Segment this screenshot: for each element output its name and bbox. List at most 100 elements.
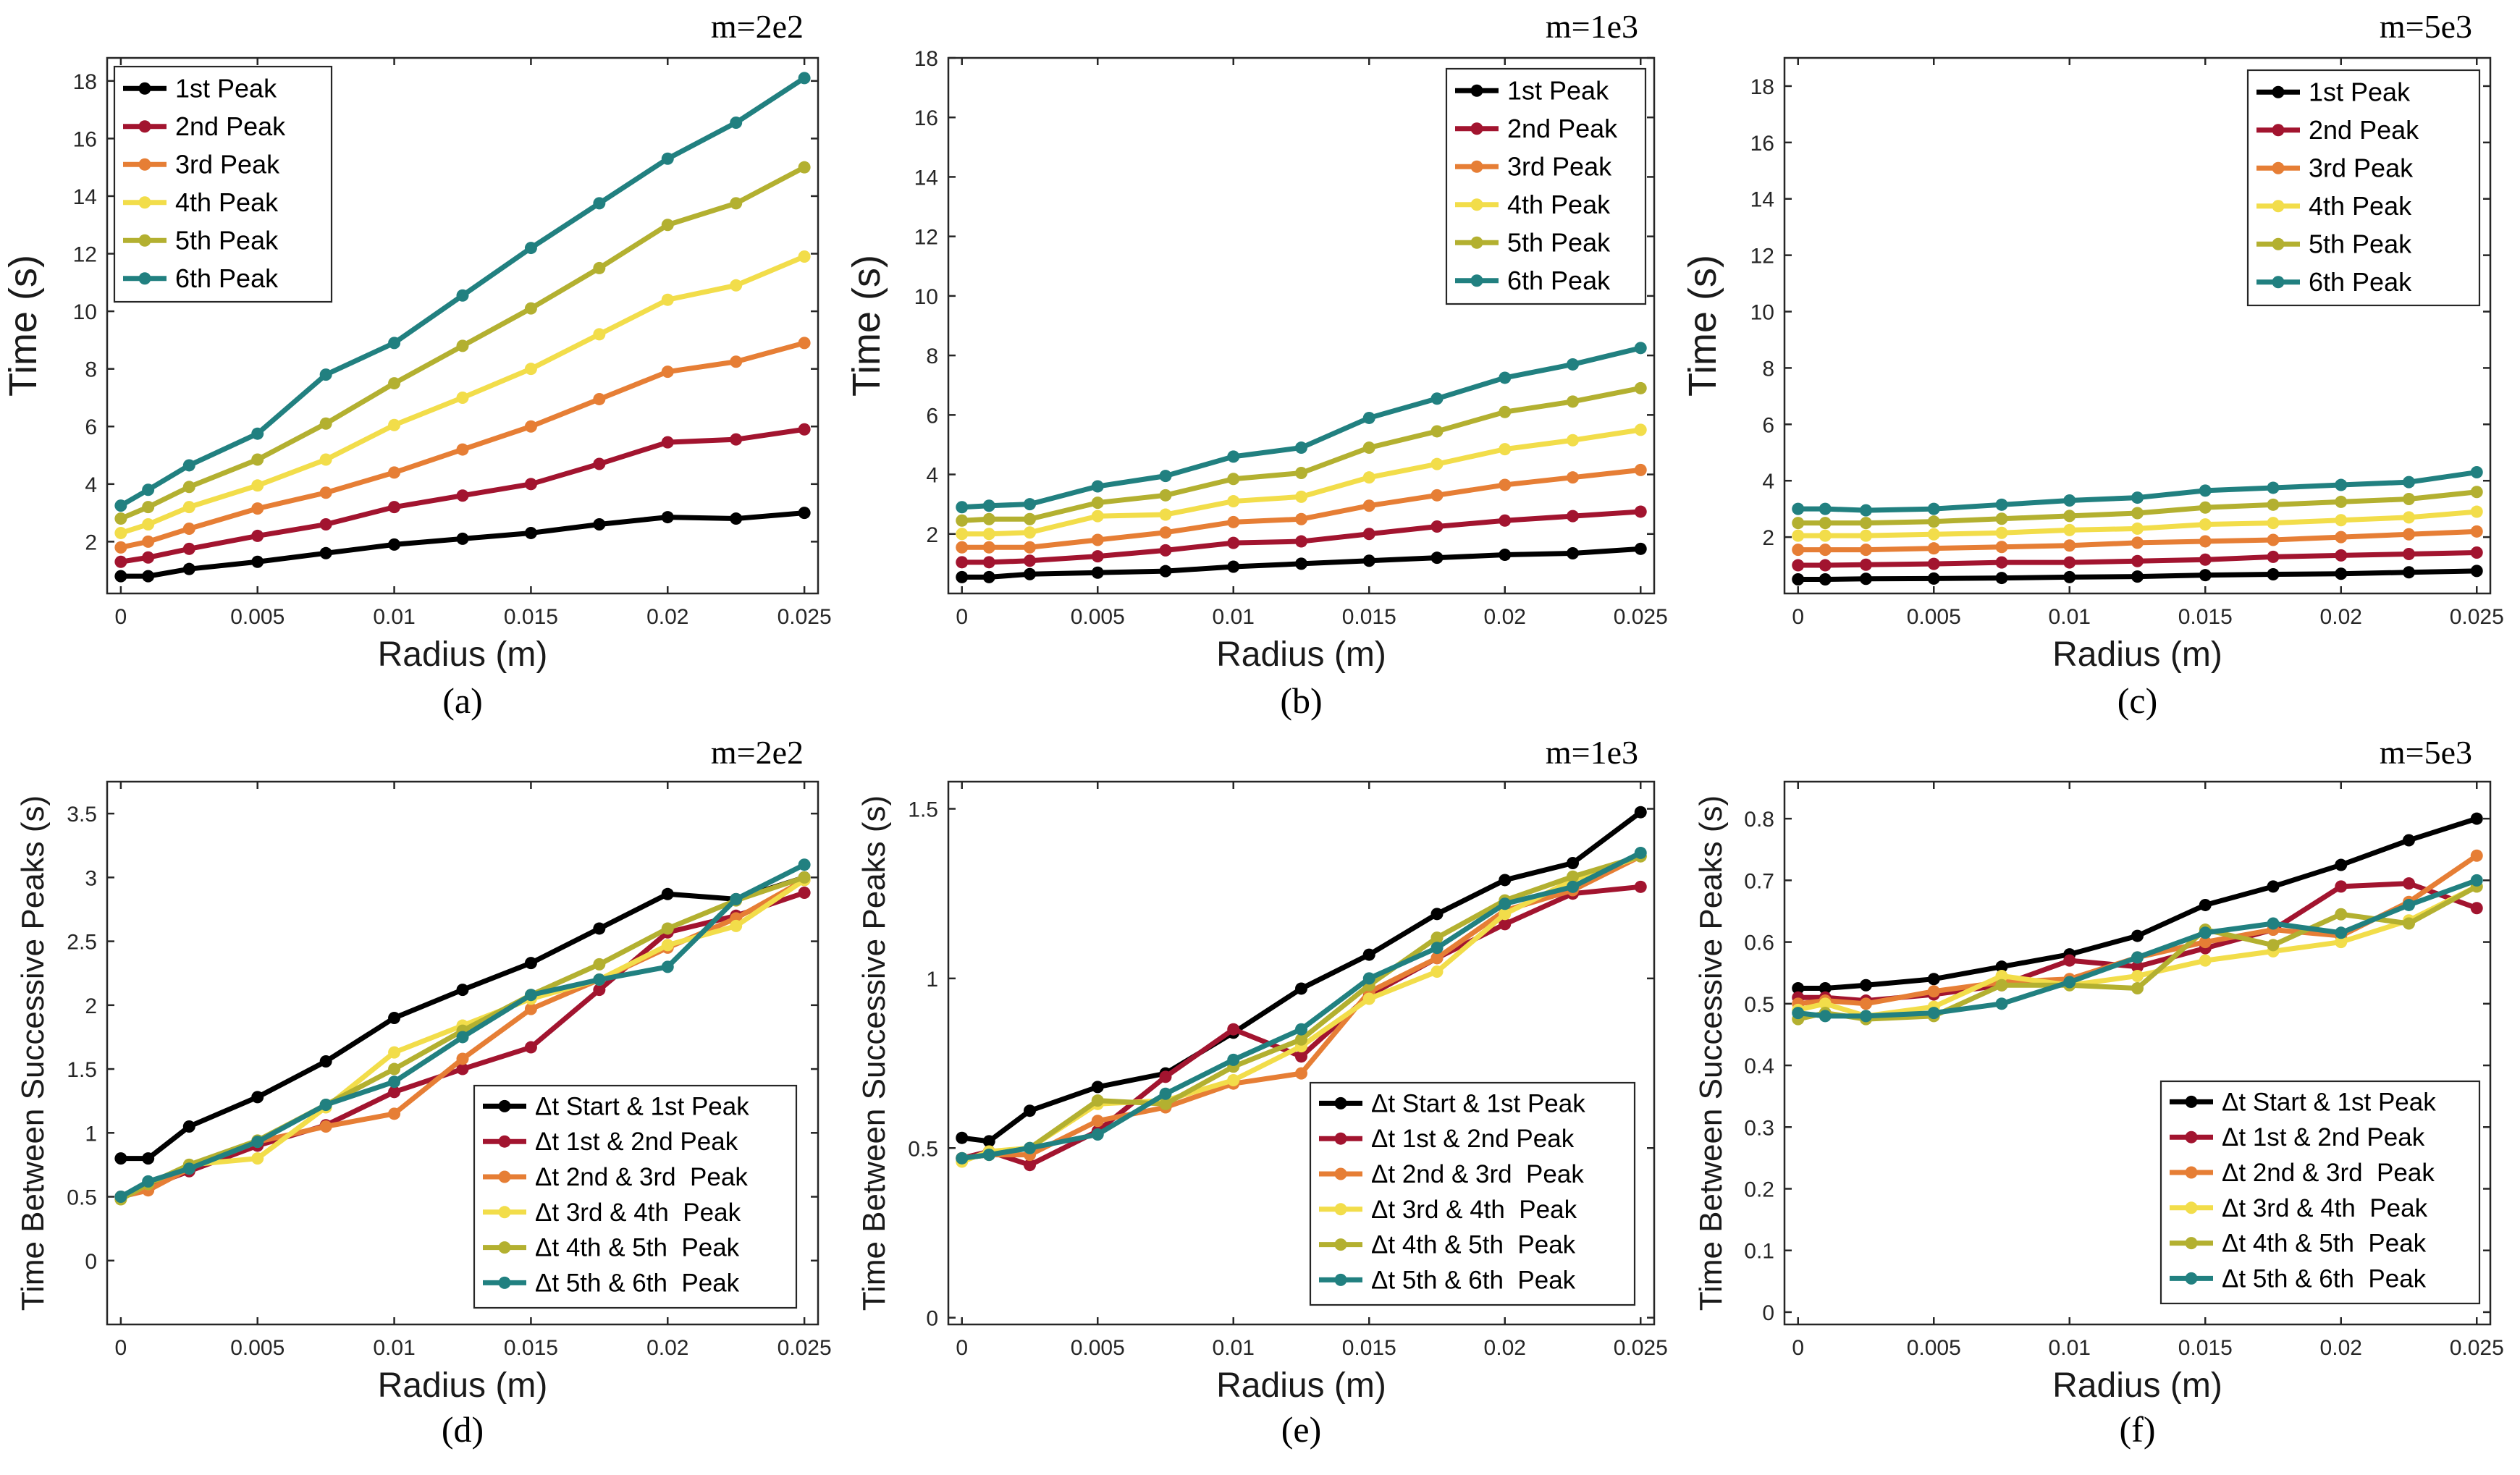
data-point — [956, 528, 969, 541]
data-point — [1634, 463, 1647, 476]
data-point — [388, 1046, 401, 1059]
data-point — [1927, 557, 1940, 570]
data-point — [1159, 1087, 1172, 1100]
series-line — [119, 254, 806, 536]
data-point — [114, 555, 127, 568]
data-point — [1792, 502, 1805, 515]
data-point — [251, 1152, 264, 1165]
legend-entry-label: Δt 5th & 6th Peak — [2222, 1264, 2427, 1293]
data-point — [1227, 515, 1240, 528]
legend-swatch-marker — [2272, 161, 2285, 174]
data-point — [2267, 939, 2280, 952]
data-point — [2403, 566, 2415, 579]
data-point — [593, 518, 606, 531]
data-point — [319, 546, 332, 559]
data-point — [982, 570, 995, 583]
series-line — [961, 850, 1642, 1161]
x-tick-label: 0.025 — [778, 605, 832, 629]
series-6 — [114, 72, 811, 512]
data-point — [142, 535, 155, 548]
data-point — [1860, 504, 1872, 517]
data-point — [2063, 523, 2076, 536]
y-tick-label: 0.2 — [1744, 1178, 1774, 1202]
data-point — [1362, 554, 1375, 567]
data-point — [661, 436, 674, 449]
legend: 1st Peak 2nd Peak 3rd Peak 4th Peak 5th Peak… — [113, 65, 333, 303]
data-point — [2470, 546, 2483, 559]
legend-swatch-marker — [2272, 276, 2285, 289]
data-point — [1819, 1010, 1832, 1023]
data-point — [2470, 486, 2483, 499]
data-point — [1295, 535, 1307, 548]
data-point — [2131, 951, 2144, 964]
data-point — [319, 368, 332, 381]
data-point — [1927, 515, 1940, 528]
data-point — [142, 501, 155, 514]
data-point — [388, 1086, 401, 1099]
data-point — [2403, 898, 2415, 911]
series-line — [119, 862, 806, 1199]
legend-entry-label: 6th Peak — [175, 263, 279, 293]
data-point — [1091, 496, 1104, 510]
data-point — [524, 989, 537, 1002]
data-point — [456, 443, 469, 456]
legend-entry-label: 1st Peak — [2309, 77, 2411, 106]
legend-swatch-marker — [138, 272, 151, 285]
data-point — [956, 501, 969, 514]
legend-swatch-marker — [498, 1099, 511, 1112]
data-point — [251, 529, 264, 542]
data-point — [1819, 559, 1832, 572]
data-point — [2267, 533, 2280, 546]
data-point — [1091, 1094, 1104, 1107]
data-point — [114, 1191, 127, 1204]
y-tick-label: 2 — [85, 531, 97, 554]
chart-panel-6: 0 0.005 0.01 0.015 0.02 0.025 0 0.1 0.2 0.3 0.4 0.5… — [1693, 734, 2504, 1450]
legend-entry-label: Δt 3rd & 4th Peak — [2222, 1194, 2428, 1222]
legend-entry-label: 1st Peak — [175, 73, 277, 103]
data-point — [2063, 494, 2076, 507]
data-point — [182, 459, 195, 472]
data-point — [1499, 549, 1512, 562]
y-tick-label: 0.5 — [908, 1137, 938, 1161]
x-tick-label: 0.02 — [2320, 1336, 2362, 1360]
data-point — [1819, 982, 1832, 995]
series-line — [961, 509, 1641, 565]
data-point — [1295, 982, 1307, 995]
chart-panel-1: 0 0.005 0.01 0.015 0.02 0.025 2 4 6 8 10 12 14 16 18 Ra… — [1, 8, 832, 721]
data-point — [1430, 520, 1444, 533]
legend-swatch-marker — [1334, 1273, 1347, 1286]
series-6 — [1792, 466, 2483, 517]
data-point — [388, 418, 401, 431]
data-point — [2335, 567, 2348, 580]
x-tick-label: 0.02 — [646, 1336, 688, 1360]
y-tick-label: 0 — [1762, 1301, 1774, 1325]
data-point — [982, 499, 995, 512]
legend-swatch-marker — [1334, 1238, 1347, 1251]
data-point — [1567, 870, 1579, 883]
legend-entry-label: 6th Peak — [1507, 266, 1611, 295]
data-point — [1295, 512, 1307, 525]
y-tick-label: 2 — [1762, 526, 1774, 550]
chart-panel-2: 0 0.005 0.01 0.015 0.02 0.025 2 4 6 8 10 12 14 16 18 Ra… — [845, 8, 1668, 721]
data-point — [956, 541, 969, 554]
legend-entry-label: Δt 4th & 5th Peak — [535, 1234, 740, 1262]
data-point — [2199, 518, 2212, 531]
legend-entry-label: Δt 1st & 2nd Peak — [1371, 1125, 1575, 1153]
series-1 — [956, 806, 1647, 1148]
y-tick-label: 10 — [73, 300, 97, 324]
data-point — [1295, 467, 1307, 479]
data-point — [1091, 550, 1104, 563]
data-point — [661, 365, 674, 379]
data-point — [2403, 511, 2415, 524]
legend-swatch-marker — [1334, 1167, 1347, 1180]
data-point — [982, 528, 995, 541]
x-tick-label: 0.02 — [646, 605, 688, 629]
legend-swatch-marker — [498, 1135, 511, 1148]
data-point — [2470, 849, 2483, 862]
y-tick-label: 12 — [1750, 245, 1774, 269]
y-tick-label: 6 — [85, 415, 97, 439]
data-point — [730, 433, 743, 446]
x-tick-label: 0.015 — [1342, 1336, 1396, 1360]
chart-title: m=2e2 — [711, 8, 804, 45]
